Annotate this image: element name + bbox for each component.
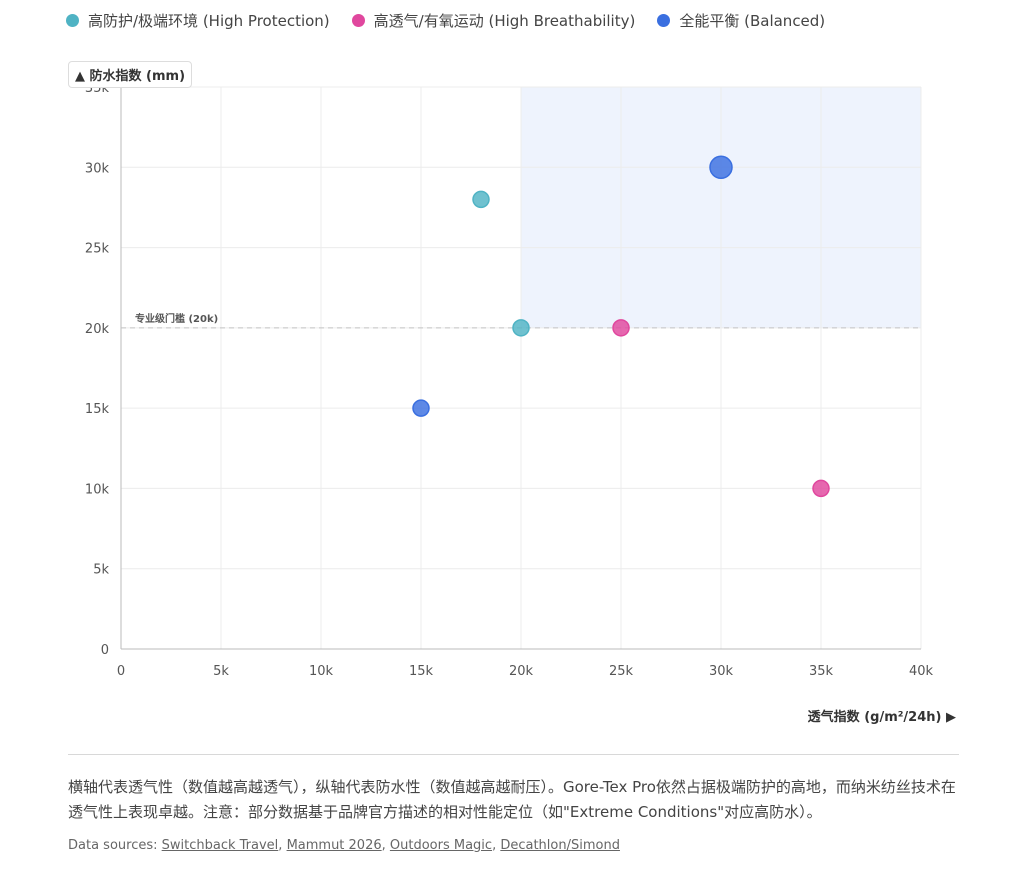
legend-dot <box>657 14 671 27</box>
y-tick-label: 25k <box>85 242 110 257</box>
data-point <box>512 319 530 337</box>
y-axis-label: ▲ 防水指数 (mm) <box>68 61 193 88</box>
legend-item-balanced[interactable]: 全能平衡 (Balanced) <box>657 10 825 31</box>
scatter-chart: 专业级门槛 (20k) 0 5k 10k 15k 20k 25k 30k 35k 40k 0 5k 10… <box>85 81 934 679</box>
source-link[interactable]: Mammut 2026 <box>286 838 382 853</box>
legend-item-high-breathability[interactable]: 高透气/有氧运动 (High Breathability) <box>351 10 636 31</box>
sources-prefix: Data sources: <box>68 838 162 853</box>
data-point <box>412 399 430 417</box>
y-tick-label: 20k <box>85 322 110 337</box>
legend-label: 全能平衡 (Balanced) <box>679 12 826 30</box>
y-tick-label: 0 <box>101 643 109 658</box>
data-point <box>812 479 830 498</box>
legend-dot <box>351 14 365 27</box>
legend: 高防护/极端环境 (High Protection) 高透气/有氧运动 (Hig… <box>66 10 825 31</box>
x-tick-label: 20k <box>509 664 534 679</box>
x-tick-label: 35k <box>809 664 834 679</box>
data-point <box>612 319 630 337</box>
source-link[interactable]: Decathlon/Simond <box>500 838 620 853</box>
y-tick-label: 5k <box>93 563 109 578</box>
y-tick-label: 10k <box>85 482 110 497</box>
x-tick-label: 40k <box>909 664 934 679</box>
divider <box>68 754 959 755</box>
data-sources: Data sources: Switchback Travel, Mammut … <box>68 838 620 853</box>
source-link[interactable]: Switchback Travel <box>161 838 279 853</box>
x-axis-label: 透气指数 (g/m²/24h) ▶ <box>807 710 956 725</box>
y-tick-label: 15k <box>85 402 110 417</box>
data-point <box>709 155 733 180</box>
source-link[interactable]: Outdoors Magic <box>389 838 493 853</box>
legend-dot <box>66 14 79 27</box>
threshold-label: 专业级门槛 (20k) <box>135 312 218 325</box>
chart-note: 横轴代表透气性（数值越高越透气），纵轴代表防水性（数值越高越耐压）。Gore-T… <box>68 778 956 821</box>
y-tick-label: 30k <box>85 161 110 176</box>
legend-item-high-protection[interactable]: 高防护/极端环境 (High Protection) <box>66 10 330 31</box>
x-tick-label: 0 <box>117 664 125 679</box>
x-tick-label: 10k <box>309 664 334 679</box>
x-tick-label: 15k <box>409 664 434 679</box>
legend-label: 高防护/极端环境 (High Protection) <box>88 12 330 30</box>
x-tick-label: 5k <box>213 664 229 679</box>
data-point <box>472 190 490 209</box>
x-tick-label: 30k <box>709 664 734 679</box>
legend-label: 高透气/有氧运动 (High Breathability) <box>373 12 636 30</box>
x-tick-label: 25k <box>609 664 634 679</box>
